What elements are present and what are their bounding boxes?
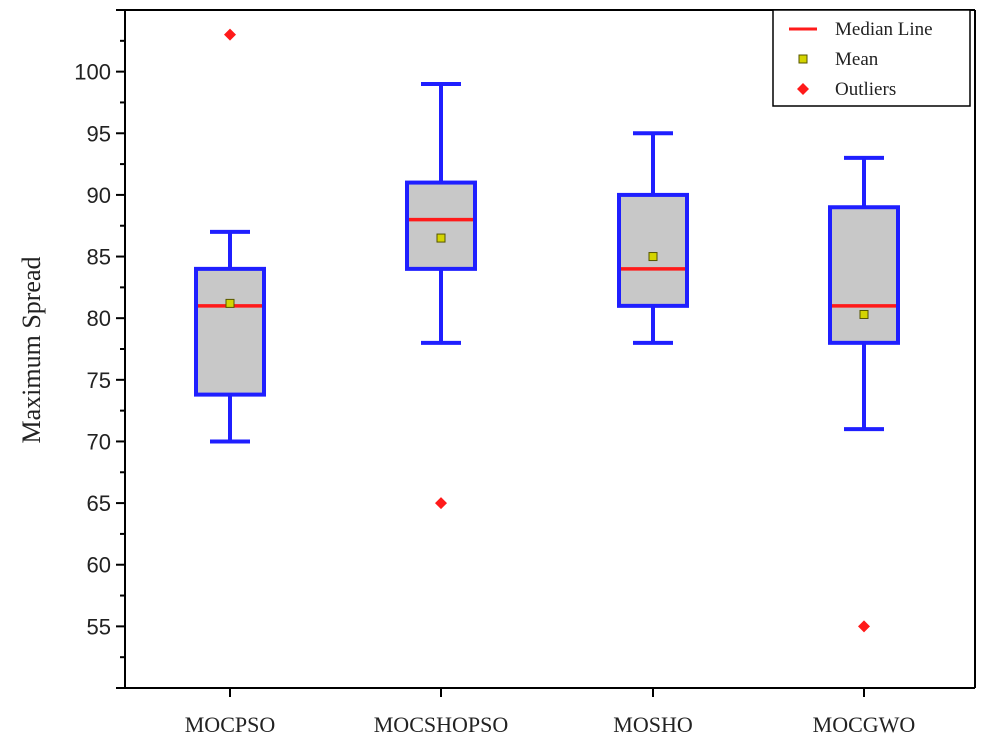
mean-marker [436, 233, 446, 243]
legend-label: Outliers [835, 79, 896, 100]
x-tick-label: MOCGWO [813, 712, 916, 737]
outlier-marker [435, 497, 447, 510]
x-tick-label: MOCSHOPSO [374, 712, 509, 737]
outlier-marker [224, 28, 236, 41]
mean-marker [225, 298, 235, 308]
y-tick-label: 100 [74, 60, 111, 85]
box-group-mocshopso [405, 81, 477, 510]
legend-label: Mean [835, 49, 879, 70]
mean-marker [859, 309, 869, 319]
legend: Median Line Mean Outliers [772, 9, 971, 107]
legend-mean-swatch [798, 54, 808, 64]
y-axis-ticks: 55 60 65 70 75 80 85 90 95 100 [74, 9, 125, 689]
iqr-box [617, 192, 689, 308]
y-axis-label: Maximum Spread [17, 256, 46, 443]
y-tick-label: 65 [87, 491, 111, 516]
iqr-box [405, 180, 477, 271]
x-axis-ticks: MOCPSO MOCSHOPSO MOSHO MOCGWO [185, 688, 916, 737]
y-tick-label: 55 [87, 614, 111, 639]
y-tick-label: 90 [87, 183, 111, 208]
y-tick-label: 95 [87, 121, 111, 146]
legend-label: Median Line [835, 19, 933, 40]
y-tick-label: 85 [87, 245, 111, 270]
box-series [194, 28, 900, 633]
x-tick-label: MOSHO [613, 712, 692, 737]
box-group-mocgwo [828, 155, 900, 633]
y-tick-label: 75 [87, 368, 111, 393]
y-tick-label: 60 [87, 553, 111, 578]
iqr-box [194, 266, 266, 397]
box-group-mocpso [194, 28, 266, 444]
x-tick-label: MOCPSO [185, 712, 275, 737]
y-tick-label: 70 [87, 429, 111, 454]
legend-outlier-swatch [797, 83, 809, 95]
box-group-mosho [617, 131, 689, 345]
mean-marker [648, 252, 658, 262]
iqr-box [828, 205, 900, 345]
outlier-marker [858, 620, 870, 633]
y-tick-label: 80 [87, 306, 111, 331]
